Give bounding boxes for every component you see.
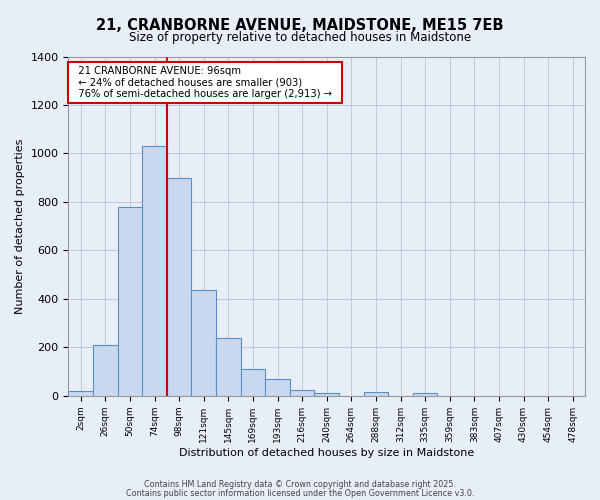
Text: Size of property relative to detached houses in Maidstone: Size of property relative to detached ho… xyxy=(129,31,471,44)
Bar xyxy=(413,394,437,396)
Bar xyxy=(290,390,314,396)
Text: 21, CRANBORNE AVENUE, MAIDSTONE, ME15 7EB: 21, CRANBORNE AVENUE, MAIDSTONE, ME15 7E… xyxy=(96,18,504,32)
X-axis label: Distribution of detached houses by size in Maidstone: Distribution of detached houses by size … xyxy=(179,448,475,458)
Y-axis label: Number of detached properties: Number of detached properties xyxy=(15,138,25,314)
Bar xyxy=(68,391,93,396)
Bar xyxy=(314,394,339,396)
Text: Contains HM Land Registry data © Crown copyright and database right 2025.: Contains HM Land Registry data © Crown c… xyxy=(144,480,456,489)
Bar xyxy=(118,207,142,396)
Bar xyxy=(265,379,290,396)
Bar xyxy=(241,369,265,396)
Bar xyxy=(191,290,216,396)
Text: 21 CRANBORNE AVENUE: 96sqm
  ← 24% of detached houses are smaller (903)
  76% of: 21 CRANBORNE AVENUE: 96sqm ← 24% of deta… xyxy=(72,66,338,100)
Bar xyxy=(142,146,167,396)
Text: Contains public sector information licensed under the Open Government Licence v3: Contains public sector information licen… xyxy=(126,488,474,498)
Bar xyxy=(167,178,191,396)
Bar xyxy=(93,345,118,396)
Bar xyxy=(216,338,241,396)
Bar xyxy=(364,392,388,396)
